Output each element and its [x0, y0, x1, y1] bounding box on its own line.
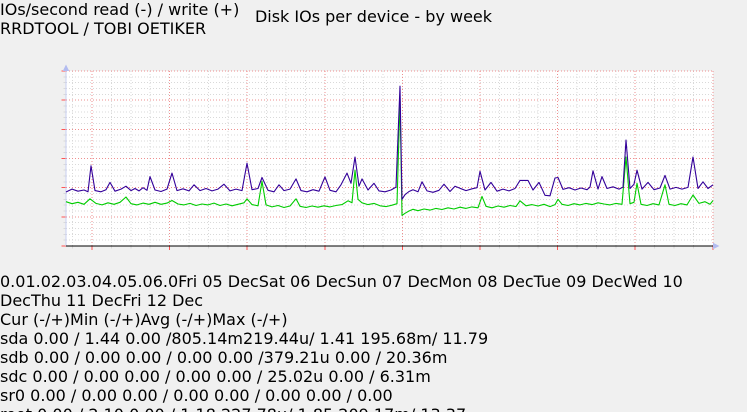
x-tick-label: Wed 10 Dec: [0, 272, 683, 310]
x-tick-label: Fri 05 Dec: [178, 272, 259, 291]
legend-cell: 0.00 / 0.00: [122, 386, 214, 405]
legend-row: sdb 0.00 / 0.00 0.00 / 0.00 0.00 /379.21…: [0, 348, 747, 367]
y-tick-label: 4.0: [101, 272, 128, 291]
y-tick-label: 6.0: [152, 272, 179, 291]
legend-cell: 0.00 / 20.36m: [329, 348, 448, 367]
series-line-root: [65, 85, 714, 200]
legend-cell: 0.00 / 0.00: [124, 367, 217, 386]
rrdtool-watermark: RRDTOOL / TOBI OETIKER: [0, 19, 207, 38]
y-tick-label: 3.0: [76, 272, 102, 291]
legend-cell: 0.00 / 0.00: [305, 386, 393, 405]
y-tick-label: 0.0: [0, 272, 26, 291]
legend-cell: Max (-/+): [212, 310, 288, 329]
legend-cell: 0.00 / 0.00: [25, 386, 123, 405]
legend-header-row: Cur (-/+)Min (-/+)Avg (-/+)Max (-/+): [0, 310, 747, 329]
legend-cell: 0.00 / 1.44: [28, 329, 126, 348]
legend-cell: 0.00 / 0.00: [28, 348, 126, 367]
legend-cell: 227.78u/ 1.85: [221, 405, 338, 412]
x-tick-label: Sat 06 Dec: [258, 272, 347, 291]
y-axis-arrow: [62, 64, 70, 71]
legend-cell: 209.17m/ 13.37: [338, 405, 466, 412]
graph-title: Disk IOs per device - by week: [254, 7, 493, 26]
legend-cell: 195.68m/ 11.79: [360, 329, 489, 348]
legend-cell: 0.00 / 0.00: [213, 386, 306, 405]
x-tick-label: Thu 11 Dec: [30, 291, 123, 310]
legend-cell: 0.00 / 25.02u: [216, 367, 324, 386]
tick-labels: 0.01.02.03.04.05.06.0Fri 05 DecSat 06 De…: [0, 272, 747, 310]
legend-cell: 0.00 / 6.31m: [323, 367, 431, 386]
legend-cell: 0.00 / 0.00: [125, 348, 218, 367]
plot-background: [66, 71, 713, 246]
legend-row: sda 0.00 / 1.44 0.00 /805.14m219.44u/ 1.…: [0, 329, 747, 348]
y-tick-label: 5.0: [127, 272, 153, 291]
legend-cell: 219.44u/ 1.41: [242, 329, 361, 348]
legend-table: Cur (-/+)Min (-/+)Avg (-/+)Max (-/+) sda …: [0, 310, 747, 412]
legend-device-name: root: [0, 405, 32, 412]
plot-area: [61, 64, 720, 250]
legend-cell: Avg (-/+): [140, 310, 213, 329]
x-axis-arrow: [713, 242, 720, 250]
series-line-sda: [65, 98, 714, 216]
legend-row: root 0.00 / 2.10 0.00 / 1.18 227.78u/ 1.…: [0, 405, 747, 412]
y-tick-label: 2.0: [50, 272, 77, 291]
legend-cell: 0.00 / 2.10: [32, 405, 129, 412]
legend-device-name: sdb: [0, 348, 29, 367]
legend-cell: Cur (-/+): [0, 310, 71, 329]
legend-cell: 0.00 / 1.18: [129, 405, 221, 412]
x-tick-label: Fri 12 Dec: [122, 291, 204, 310]
x-tick-label: Sun 07 Dec: [346, 272, 439, 291]
legend-device-name: sr0: [0, 386, 26, 405]
y-axis-label: IOs/second read (-) / write (+): [0, 0, 240, 19]
x-tick-label: Tue 09 Dec: [533, 272, 623, 291]
legend-cell: 0.00 /379.21u: [217, 348, 330, 367]
legend-cell: 0.00 / 0.00: [27, 367, 125, 386]
legend-row: sr0 0.00 / 0.00 0.00 / 0.00 0.00 / 0.00 …: [0, 386, 747, 405]
legend-cell: 0.00 /805.14m: [125, 329, 243, 348]
x-tick-label: Mon 08 Dec: [438, 272, 534, 291]
legend-device-name: sdc: [0, 367, 28, 386]
legend-cell: Min (-/+): [70, 310, 141, 329]
legend-row: sdc 0.00 / 0.00 0.00 / 0.00 0.00 / 25.02…: [0, 367, 747, 386]
y-tick-label: 1.0: [25, 272, 51, 291]
legend-device-name: sda: [0, 329, 29, 348]
